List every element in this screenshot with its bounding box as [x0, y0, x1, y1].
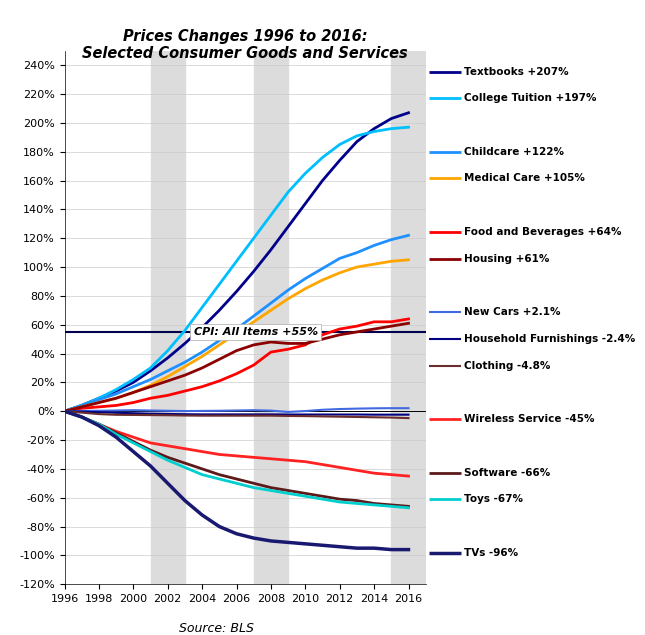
- Text: Medical Care +105%: Medical Care +105%: [464, 173, 585, 184]
- Text: College Tuition +197%: College Tuition +197%: [464, 93, 597, 104]
- Text: Software -66%: Software -66%: [464, 467, 551, 478]
- Text: Food and Beverages +64%: Food and Beverages +64%: [464, 227, 622, 237]
- Text: Textbooks +207%: Textbooks +207%: [464, 67, 569, 77]
- Text: Clothing -4.8%: Clothing -4.8%: [464, 361, 551, 371]
- Text: Prices Changes 1996 to 2016:
Selected Consumer Goods and Services: Prices Changes 1996 to 2016: Selected Co…: [82, 29, 408, 61]
- Text: Source: BLS: Source: BLS: [179, 622, 253, 634]
- Text: Wireless Service -45%: Wireless Service -45%: [464, 414, 595, 424]
- Bar: [392, 51, 426, 584]
- Text: Childcare +122%: Childcare +122%: [464, 147, 564, 157]
- Text: TVs -96%: TVs -96%: [464, 548, 519, 558]
- Bar: [150, 51, 185, 584]
- Text: Toys -67%: Toys -67%: [464, 494, 523, 504]
- Text: Household Furnishings -2.4%: Household Furnishings -2.4%: [464, 334, 636, 344]
- Bar: [253, 51, 288, 584]
- Text: CPI: All Items +55%: CPI: All Items +55%: [194, 327, 317, 337]
- Text: New Cars +2.1%: New Cars +2.1%: [464, 307, 561, 317]
- Text: Housing +61%: Housing +61%: [464, 253, 550, 264]
